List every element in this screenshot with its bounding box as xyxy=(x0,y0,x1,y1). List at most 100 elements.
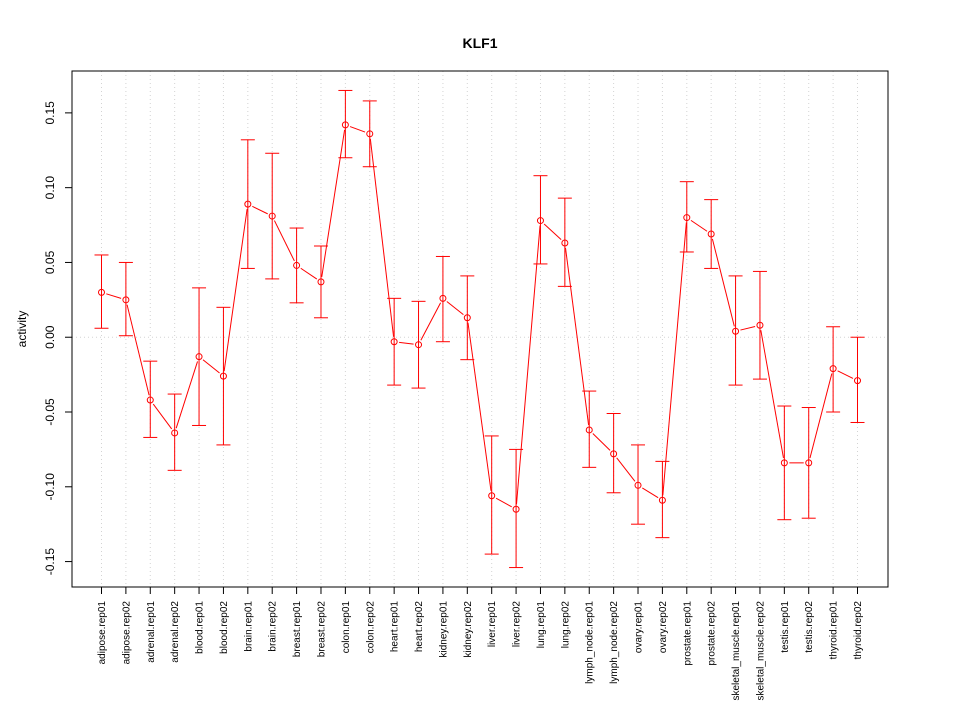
x-tick-label: prostate.rep02 xyxy=(707,601,718,666)
data-point xyxy=(561,239,569,247)
data-point xyxy=(488,492,496,500)
x-tick-label: thyroid.rep01 xyxy=(829,601,840,660)
series-line-segment xyxy=(467,322,492,491)
x-tick-label: blood.rep02 xyxy=(219,601,230,654)
data-point xyxy=(293,261,301,269)
x-tick-label: kidney.rep02 xyxy=(463,601,474,658)
y-tick-label: 0.15 xyxy=(43,101,57,125)
x-tick-label: lymph_node.rep02 xyxy=(609,601,620,684)
x-tick-label: brain.rep02 xyxy=(268,601,279,652)
series-line-segment xyxy=(126,304,150,396)
series-line-segment xyxy=(399,341,414,345)
series-line-segment xyxy=(495,497,512,508)
data-point xyxy=(341,121,349,129)
data-point xyxy=(415,341,423,349)
series-line-segment xyxy=(223,208,248,372)
x-tick-label: ovary.rep02 xyxy=(658,601,669,654)
x-tick-label: adipose.rep02 xyxy=(121,601,132,665)
data-point xyxy=(171,429,179,437)
x-tick-label: thyroid.rep02 xyxy=(853,601,864,660)
data-point xyxy=(780,459,788,467)
series-line-segment xyxy=(273,220,295,262)
chart-title: KLF1 xyxy=(463,35,498,51)
axes: -0.15 -0.10 -0.05 0.00 0.05 0.10 0.15 adipose.r… xyxy=(43,101,864,701)
x-tick-label: ovary.rep01 xyxy=(634,601,645,654)
x-tick-label: adrenal.rep01 xyxy=(146,601,157,663)
series-line-segment xyxy=(616,457,636,482)
x-tick-label: breast.rep01 xyxy=(292,601,303,658)
data-point xyxy=(122,296,130,304)
y-tick-label: 0.10 xyxy=(43,176,57,200)
y-tick-label: 0.00 xyxy=(43,325,57,349)
series-line-segment xyxy=(175,361,199,429)
series xyxy=(94,89,865,569)
y-tick-label: -0.05 xyxy=(43,398,57,426)
y-axis-label: activity xyxy=(15,311,29,348)
series-line-segment xyxy=(592,433,611,451)
series-line-segment xyxy=(760,330,784,459)
series-line-segment xyxy=(202,359,220,374)
data-point xyxy=(536,217,544,225)
x-tick-label: colon.rep02 xyxy=(365,601,376,654)
x-tick-label: lymph_node.rep01 xyxy=(585,601,596,684)
series-line-segment xyxy=(690,219,708,232)
x-tick-label: lung.rep01 xyxy=(536,601,547,649)
x-tick-label: adrenal.rep02 xyxy=(170,601,181,663)
series-line-segment xyxy=(565,247,590,426)
series-line-segment xyxy=(446,301,464,316)
x-tick-label: prostate.rep01 xyxy=(682,601,693,666)
data-point xyxy=(219,372,227,380)
series-line-segment xyxy=(642,487,659,499)
series-line-segment xyxy=(543,223,562,240)
x-tick-label: brain.rep01 xyxy=(243,601,254,652)
x-tick-label: testis.rep02 xyxy=(804,601,815,653)
series-line-segment xyxy=(252,205,268,215)
series-line-segment xyxy=(837,370,854,379)
data-point xyxy=(390,338,398,346)
x-tick-label: heart.rep01 xyxy=(390,601,401,653)
x-tick-label: colon.rep01 xyxy=(341,601,352,654)
y-tick-label: -0.10 xyxy=(43,473,57,501)
data-point xyxy=(854,377,861,385)
grid xyxy=(72,71,888,587)
series-line-segment xyxy=(420,302,442,341)
data-point xyxy=(829,365,837,373)
y-tick-label: 0.05 xyxy=(43,250,57,274)
series-line-segment xyxy=(662,222,687,496)
x-tick-label: liver.rep02 xyxy=(512,601,523,648)
x-tick-label: liver.rep01 xyxy=(487,601,498,648)
data-point xyxy=(439,294,447,302)
x-tick-label: lung.rep02 xyxy=(560,601,571,649)
data-point xyxy=(98,288,105,296)
x-tick-label: blood.rep01 xyxy=(195,601,206,654)
data-point xyxy=(146,396,154,404)
data-point xyxy=(707,230,715,238)
series-line-segment xyxy=(809,373,833,459)
series-line-segment xyxy=(152,403,173,430)
x-tick-label: skeletal_muscle.rep01 xyxy=(731,601,742,701)
data-point xyxy=(268,212,276,220)
data-point xyxy=(658,496,666,504)
data-point xyxy=(463,314,471,322)
x-tick-label: kidney.rep01 xyxy=(438,601,449,658)
data-point xyxy=(244,200,252,208)
data-point xyxy=(732,327,740,335)
series-line-segment xyxy=(369,138,395,337)
y-tick-label: -0.15 xyxy=(43,548,57,576)
data-point xyxy=(805,459,813,467)
data-point xyxy=(317,278,325,286)
data-point xyxy=(366,130,374,138)
data-point xyxy=(195,353,203,361)
series-line-segment xyxy=(516,225,541,505)
series-line-segment xyxy=(300,267,318,280)
series-line-segment xyxy=(106,293,122,299)
data-point xyxy=(683,214,691,222)
x-tick-label: heart.rep02 xyxy=(414,601,425,653)
data-point xyxy=(585,426,593,434)
data-point xyxy=(610,450,618,458)
series-line-segment xyxy=(740,325,756,331)
x-tick-label: breast.rep02 xyxy=(316,601,327,658)
data-point xyxy=(756,321,764,329)
